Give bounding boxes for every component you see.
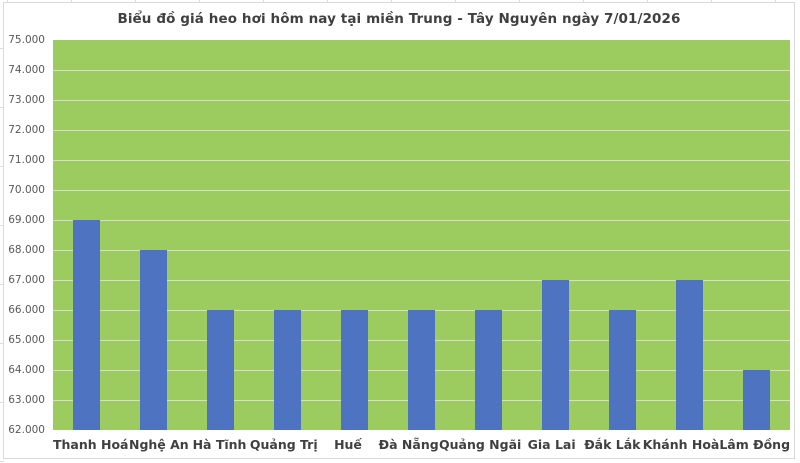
bar-slot [589,40,656,430]
plot-area [53,40,790,430]
y-tick-label: 66.000 [8,303,45,316]
bar [742,370,771,430]
bar [72,220,101,430]
bar [340,310,369,430]
bar-slot [321,40,388,430]
y-tick-label: 67.000 [8,273,45,286]
y-tick-label: 72.000 [8,124,45,136]
chart-container[interactable]: Biểu đồ giá heo hơi hôm nay tại miền Tru… [3,2,795,459]
bar-slot [656,40,723,430]
x-tick-label: Thanh Hoá [53,436,129,452]
worksheet-row-gridline [0,402,4,403]
gridline [53,70,790,71]
bar-slot [53,40,120,430]
y-tick-label: 70.000 [8,184,45,196]
worksheet-row-gridline [0,107,4,108]
x-tick-label: Huế [334,436,362,452]
bar [541,280,570,430]
x-tick-label: Hà Tĩnh [192,436,247,452]
bar-slot [455,40,522,430]
bar-slot [254,40,321,430]
x-tick-label: Đắk Lắk [584,436,641,452]
gridline [53,130,790,131]
worksheet-row-gridline [0,343,4,344]
gridline [53,190,790,191]
bar [608,310,637,430]
y-tick-label: 69.000 [8,214,45,226]
x-tick-label: Lâm Đồng [719,436,791,452]
bar [206,310,235,430]
bar [675,280,704,430]
gridline [53,100,790,101]
bar-slot [187,40,254,430]
bar [474,310,503,430]
bar [139,250,168,430]
y-tick-label: 65.000 [8,334,45,346]
bar-slot [522,40,589,430]
chart-title: Biểu đồ giá heo hơi hôm nay tại miền Tru… [117,11,681,27]
bar-slot [388,40,455,430]
x-tick-label: Khánh Hoà [642,436,720,452]
y-tick-label: 64.000 [8,364,45,376]
x-axis: Thanh Hoá Nghệ An Hà Tĩnh Quảng Trị Huế Đà Nẵ… [53,432,790,456]
bars [53,40,790,430]
plot-row: 62.000 63.000 64.000 65.000 66.000 67.000 68.0… [4,34,790,436]
gridline [53,280,790,281]
x-tick-label: Đà Nẵng [378,436,439,452]
y-tick-label: 73.000 [8,93,45,106]
worksheet-row-gridline [0,166,4,167]
y-tick-label: 71.000 [8,153,45,166]
y-axis: 62.000 63.000 64.000 65.000 66.000 67.000 68.0… [4,34,53,436]
x-tick-label: Quảng Trị [249,436,318,452]
gridline [53,160,790,161]
y-tick-label: 75.000 [8,34,45,46]
worksheet-row-gridline [0,225,4,226]
x-tick-label: Gia Lai [527,436,576,452]
y-tick-label: 63.000 [8,394,45,406]
x-tick-label: Quảng Ngãi [439,436,522,452]
y-tick-label: 68.000 [8,243,45,256]
gridline [53,220,790,221]
bar [407,310,436,430]
y-tick-label: 62.000 [8,424,45,436]
worksheet-row-gridline [0,48,4,49]
x-tick-label: Nghệ An [128,436,189,452]
y-tick-label: 74.000 [8,63,45,76]
worksheet-row-gridline [0,461,4,462]
bar [273,310,302,430]
worksheet-row-gridline [0,284,4,285]
gridline [53,250,790,251]
bar-slot [723,40,790,430]
bar-slot [120,40,187,430]
